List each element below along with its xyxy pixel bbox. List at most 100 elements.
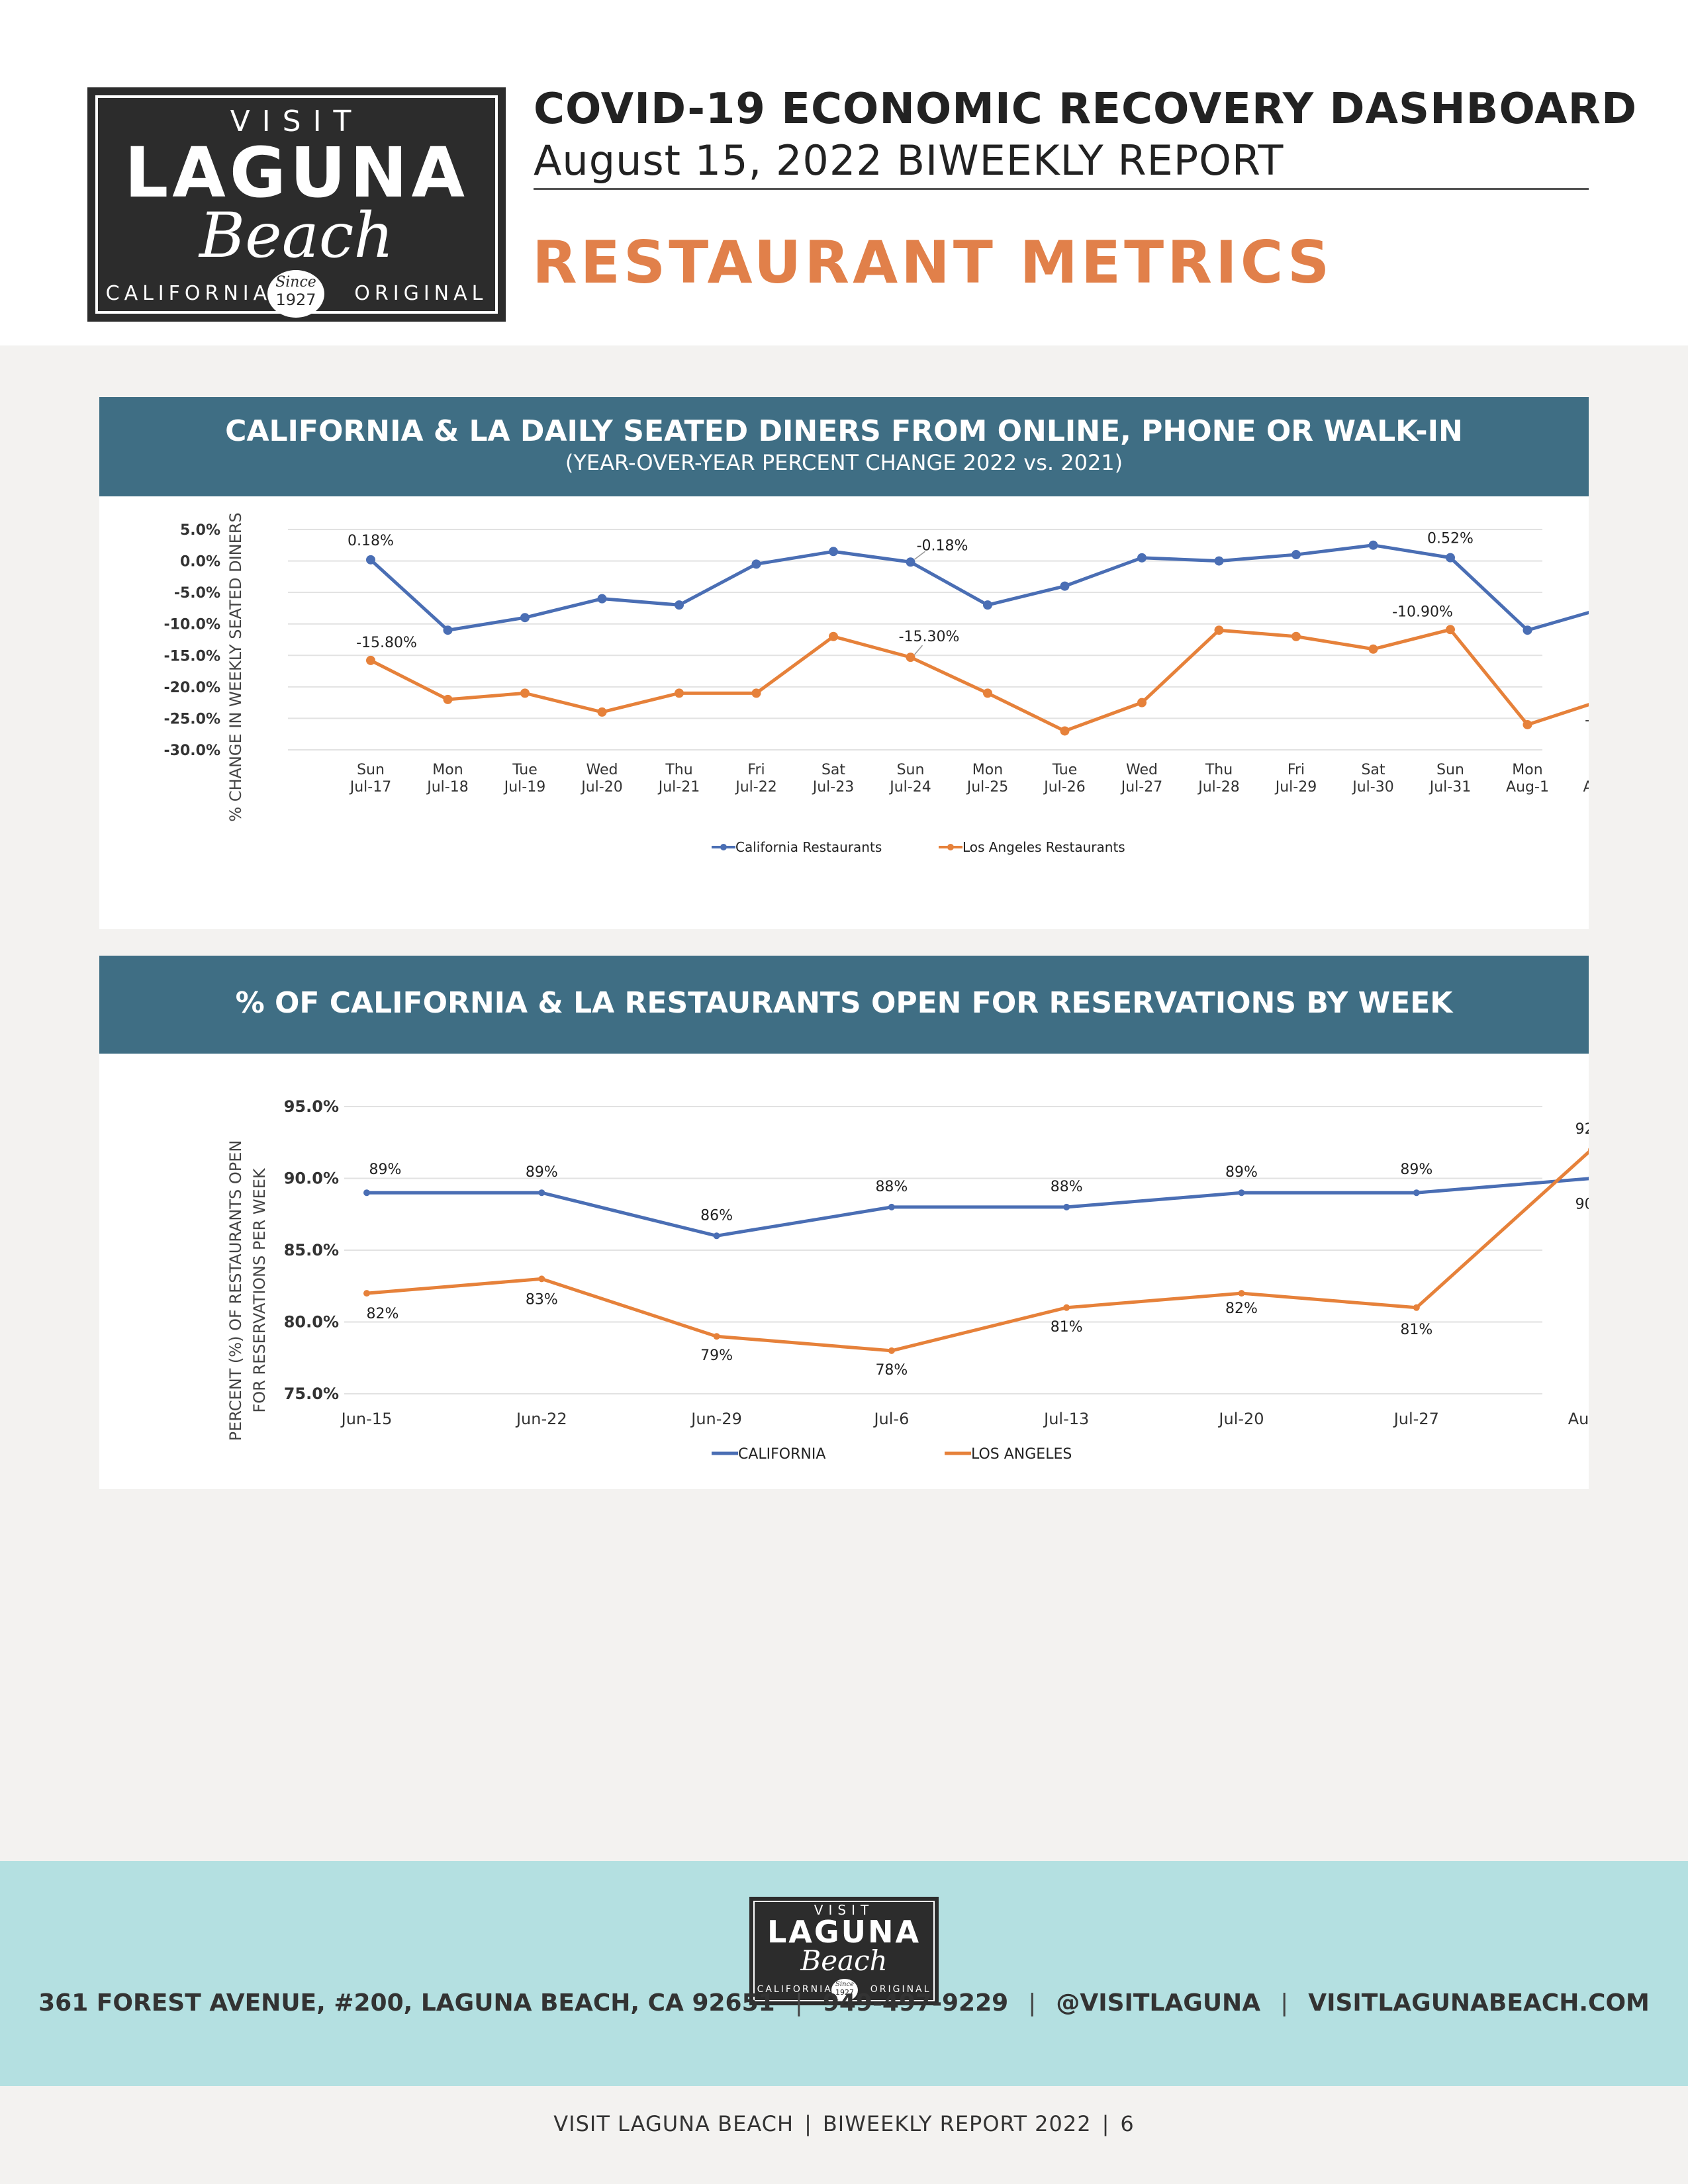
x-tick-label-date: Jul-22 <box>734 779 776 796</box>
seated-diners-panel-header: CALIFORNIA & LA DAILY SEATED DINERS FROM… <box>99 397 1589 496</box>
data-label: 0.52% <box>1427 531 1474 547</box>
separator: | <box>804 2111 812 2136</box>
data-point <box>1060 726 1070 736</box>
x-tick-label: Jun-29 <box>690 1410 742 1428</box>
legend-marker <box>720 844 727 850</box>
data-point <box>983 688 992 698</box>
data-label: 89% <box>369 1161 402 1178</box>
x-tick-label-date: Jul-17 <box>349 779 391 796</box>
data-point <box>443 625 453 635</box>
data-label: 89% <box>1400 1161 1432 1178</box>
data-point <box>906 557 915 567</box>
data-label: 82% <box>1225 1300 1258 1317</box>
x-tick-label-day: Fri <box>747 762 765 778</box>
data-label: 0.18% <box>348 533 394 549</box>
footer-logo-laguna-text: LAGUNA <box>767 1914 921 1950</box>
x-tick-label: Jul-27 <box>1393 1410 1439 1428</box>
x-tick-label-date: Aug-1 <box>1506 779 1549 796</box>
data-point <box>713 1333 720 1340</box>
x-tick-label-date: Jul-18 <box>426 779 468 796</box>
reservations-panel-header: % OF CALIFORNIA & LA RESTAURANTS OPEN FO… <box>99 956 1589 1054</box>
x-tick-label: Aug-3 <box>1568 1410 1589 1428</box>
footer-logo-visit-text: VISIT <box>814 1902 874 1918</box>
dashboard-title: COVID-19 ECONOMIC RECOVERY DASHBOARD <box>534 85 1638 134</box>
data-point <box>1446 625 1455 635</box>
report-subtitle: August 15, 2022 BIWEEKLY REPORT <box>534 136 1284 185</box>
data-label: 88% <box>1051 1179 1083 1195</box>
data-label: 89% <box>526 1164 558 1181</box>
x-tick-label-date: Jul-23 <box>812 779 854 796</box>
footer-logo-original-text: ORIGINAL <box>870 1984 931 1995</box>
data-point <box>1413 1304 1420 1311</box>
y-tick-label: -5.0% <box>174 585 220 602</box>
data-point <box>1368 540 1378 550</box>
y-tick-label: 0.0% <box>180 554 220 570</box>
data-label: -22.00% <box>1585 712 1589 729</box>
data-point <box>538 1189 545 1197</box>
chart1-subtitle: (YEAR-OVER-YEAR PERCENT CHANGE 2022 vs. … <box>565 450 1123 475</box>
data-point <box>888 1203 895 1210</box>
legend-marker <box>947 844 954 850</box>
y-tick-label: -25.0% <box>164 711 220 727</box>
x-tick-label-day: Mon <box>972 762 1003 778</box>
data-point <box>713 1232 720 1240</box>
data-label: -0.18% <box>917 537 968 554</box>
logo-year-text: 1927 <box>275 291 316 309</box>
x-tick-label-date: Jul-24 <box>888 779 931 796</box>
contact-line: 361 FOREST AVENUE, #200, LAGUNA BEACH, C… <box>0 1989 1688 2017</box>
seated-diners-panel: CALIFORNIA & LA DAILY SEATED DINERS FROM… <box>99 397 1589 929</box>
data-point <box>1523 625 1532 635</box>
x-tick-label-day: Sat <box>821 762 845 778</box>
logo-original-text: ORIGINAL <box>354 282 488 305</box>
data-point <box>1523 719 1532 729</box>
y-tick-label: -10.0% <box>164 617 220 633</box>
legend-label: CALIFORNIA <box>738 1446 825 1463</box>
data-point <box>520 613 530 623</box>
logo-since-text: Since <box>275 274 316 291</box>
data-label: 81% <box>1051 1319 1083 1336</box>
data-point <box>751 559 761 569</box>
data-point <box>1368 644 1378 654</box>
data-point <box>1588 1148 1589 1152</box>
data-point <box>597 707 607 717</box>
y-tick-label: 75.0% <box>284 1385 339 1403</box>
y-tick-label: -30.0% <box>164 743 220 759</box>
separator: | <box>1280 1989 1289 2017</box>
y-axis-title-line-2: FOR RESERVATIONS PER WEEK <box>250 1167 269 1412</box>
x-tick-label: Jun-15 <box>340 1410 393 1428</box>
logo-laguna-text: LAGUNA <box>124 132 469 213</box>
page-number: 6 <box>1120 2111 1135 2136</box>
y-tick-label: 85.0% <box>284 1241 339 1259</box>
reservations-panel: % OF CALIFORNIA & LA RESTAURANTS OPEN FO… <box>99 956 1589 1489</box>
label-leader-line <box>914 551 925 560</box>
data-point <box>1137 698 1147 707</box>
x-tick-label-date: Jul-30 <box>1351 779 1393 796</box>
label-leader-line <box>914 645 923 655</box>
x-tick-label: Jul-20 <box>1217 1410 1264 1428</box>
x-tick-label-date: Jul-28 <box>1197 779 1239 796</box>
series-line-los-angeles <box>366 1150 1589 1353</box>
series-line-los-angeles <box>369 627 1589 733</box>
phone-text: 949-497-9229 <box>822 1989 1009 2017</box>
x-tick-label-day: Sun <box>357 762 385 778</box>
data-point <box>1413 1189 1420 1197</box>
x-tick-label: Jul-13 <box>1043 1410 1089 1428</box>
legend-label: California Restaurants <box>735 839 882 855</box>
series-line-california <box>367 1177 1589 1238</box>
data-point <box>1291 631 1301 641</box>
data-point <box>1214 625 1224 635</box>
legend-label: LOS ANGELES <box>971 1446 1072 1463</box>
x-tick-label-day: Mon <box>1512 762 1542 778</box>
report-name-text: BIWEEKLY REPORT 2022 <box>822 2111 1092 2136</box>
x-tick-label: Jun-22 <box>515 1410 567 1428</box>
address-text: 361 FOREST AVENUE, #200, LAGUNA BEACH, C… <box>38 1989 775 2017</box>
x-tick-label-date: Jul-27 <box>1120 779 1162 796</box>
x-tick-label-date: Jul-21 <box>657 779 700 796</box>
data-point <box>1588 1176 1589 1181</box>
data-label: 92% <box>1575 1121 1589 1138</box>
data-point <box>983 600 992 610</box>
data-label: 81% <box>1400 1322 1432 1338</box>
logo-california-text: CALIFORNIA <box>105 282 272 305</box>
data-point <box>443 694 453 704</box>
data-point <box>597 594 607 604</box>
